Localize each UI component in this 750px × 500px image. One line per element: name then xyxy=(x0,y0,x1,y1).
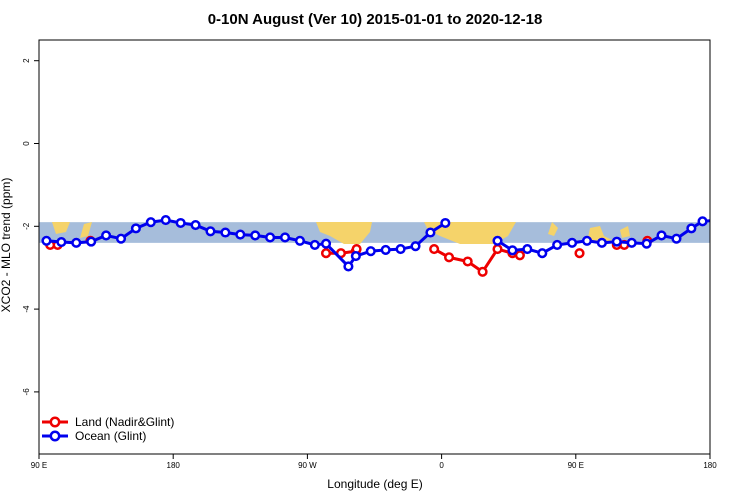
ocean-data-point xyxy=(145,217,156,228)
ocean-data-point xyxy=(626,237,637,248)
x-tick-label: 180 xyxy=(167,461,181,470)
y-axis: 2 0 -2 -4 -6 xyxy=(22,58,39,396)
x-tick-label: 180 xyxy=(703,461,717,470)
x-tick-label: 90 E xyxy=(31,461,47,470)
ocean-data-point xyxy=(250,230,261,241)
land-patch xyxy=(316,222,372,244)
ocean-data-point xyxy=(686,223,697,234)
ocean-data-point xyxy=(56,236,67,248)
legend-land-marker xyxy=(49,416,61,428)
ocean-data-point xyxy=(671,233,682,244)
land-data-point xyxy=(492,244,503,255)
ocean-data-point xyxy=(425,227,436,238)
ocean-data-point xyxy=(395,244,406,255)
land-patch xyxy=(620,226,630,238)
plot-frame xyxy=(38,39,711,455)
ocean-data-point xyxy=(115,233,127,244)
series-layer xyxy=(41,215,722,277)
ocean-data-point xyxy=(265,232,276,243)
ocean-data-point xyxy=(160,215,171,226)
x-tick-label: 90 W xyxy=(298,461,317,470)
ocean-data-point xyxy=(205,226,216,237)
y-tick-label: -6 xyxy=(22,388,31,396)
legend-ocean-marker xyxy=(49,430,61,442)
land-data-point xyxy=(429,244,440,255)
x-axis: 90 E 180 90 W 0 90 E 180 xyxy=(31,454,717,470)
ocean-data-point xyxy=(522,244,533,255)
land-data-point xyxy=(462,256,473,267)
ocean-data-point xyxy=(697,216,708,227)
y-tick-label: -4 xyxy=(22,305,31,313)
land-patch xyxy=(52,222,70,234)
ocean-data-point xyxy=(235,229,246,240)
ocean-data-point xyxy=(567,237,578,248)
ocean-data-point xyxy=(175,217,186,229)
ocean-series-line xyxy=(496,219,710,255)
ocean-data-point xyxy=(641,238,652,249)
ocean-data-point xyxy=(86,236,97,247)
ocean-data-point xyxy=(294,235,305,246)
ocean-data-point xyxy=(380,244,391,255)
x-axis-label: Longitude (deg E) xyxy=(327,477,422,491)
ocean-data-point xyxy=(350,251,361,262)
ocean-data-point xyxy=(130,223,141,234)
ocean-data-point xyxy=(440,217,451,229)
ocean-data-point xyxy=(714,216,722,224)
ocean-data-point xyxy=(596,237,607,248)
y-axis-label: XCO2 - MLO trend (ppm) xyxy=(0,178,13,313)
land-data-point xyxy=(477,266,488,277)
ocean-data-point xyxy=(365,246,376,257)
legend-land-label: Land (Nadir&Glint) xyxy=(75,415,174,429)
legend-ocean-label: Ocean (Glint) xyxy=(75,429,146,443)
land-data-point xyxy=(320,248,332,259)
land-patch xyxy=(80,222,92,238)
y-tick-label: -2 xyxy=(22,222,31,230)
ocean-data-point xyxy=(656,230,667,241)
ocean-data-point xyxy=(410,241,421,252)
land-patch xyxy=(588,226,612,244)
ocean-data-point xyxy=(507,245,518,256)
ocean-data-point xyxy=(343,261,354,272)
ocean-data-point xyxy=(611,236,622,247)
ocean-data-point xyxy=(41,235,52,246)
land-data-point xyxy=(444,252,455,263)
ocean-data-point xyxy=(279,232,291,243)
map-ocean xyxy=(39,222,710,243)
ocean-series-line xyxy=(46,218,447,268)
ocean-data-point xyxy=(220,227,231,238)
land-data-point xyxy=(574,248,585,259)
ocean-data-point xyxy=(320,238,332,249)
ocean-data-point xyxy=(71,237,82,248)
ocean-data-point xyxy=(492,235,503,246)
land-patch xyxy=(548,222,558,236)
ocean-data-point xyxy=(537,248,548,259)
land-data-point xyxy=(514,250,525,261)
ocean-data-point xyxy=(581,235,593,246)
ocean-data-point xyxy=(190,220,201,231)
ocean-data-point xyxy=(309,239,320,250)
chart-title: 0-10N August (Ver 10) 2015-01-01 to 2020… xyxy=(208,11,543,28)
x-tick-label: 0 xyxy=(439,461,444,470)
ocean-data-point xyxy=(101,230,112,241)
ocean-data-point xyxy=(552,239,563,250)
x-tick-label: 90 E xyxy=(568,461,584,470)
legend: Land (Nadir&Glint) Ocean (Glint) xyxy=(42,415,174,443)
y-tick-label: 2 xyxy=(22,58,31,63)
y-tick-label: 0 xyxy=(22,141,31,146)
